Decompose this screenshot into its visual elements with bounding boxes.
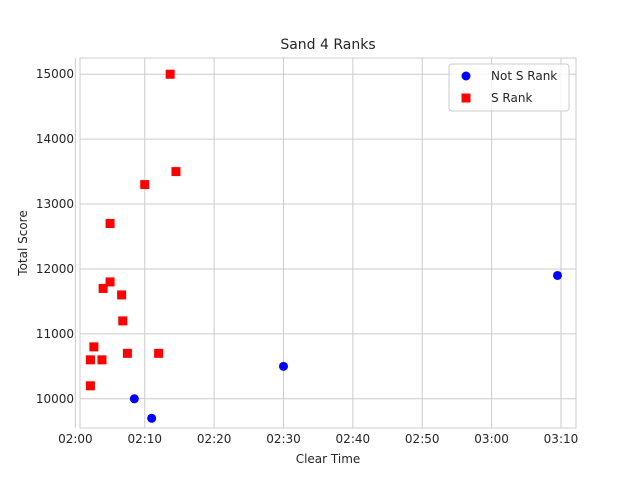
point-not-s-rank [278,361,288,371]
x-tick-label: 02:10 [127,432,162,446]
y-axis-label: Total Score [16,210,30,276]
legend-marker-not-s-rank [461,71,471,81]
x-tick-label: 03:10 [544,432,579,446]
point-s-rank [122,348,132,358]
legend: Not S Rank S Rank [448,63,570,112]
x-tick-label: 02:30 [266,432,301,446]
point-s-rank [140,180,150,190]
x-tick-label: 03:00 [474,432,509,446]
y-tick-label: 15000 [36,67,74,81]
plot-frame [79,57,577,429]
point-s-rank [105,219,115,229]
point-not-s-rank [553,270,563,280]
x-tick-label: 02:20 [197,432,232,446]
y-tick-label: 14000 [36,132,74,146]
point-s-rank [117,290,127,300]
point-not-s-rank [147,413,157,423]
point-s-rank [97,355,107,365]
point-s-rank [85,381,95,391]
y-tick-label: 12000 [36,262,74,276]
point-s-rank [98,283,108,293]
y-tick-labels: 10000 11000 12000 13000 14000 15000 [36,67,74,406]
point-s-rank [105,277,115,287]
legend-label-s-rank: S Rank [491,91,532,105]
y-tick-label: 10000 [36,392,74,406]
point-s-rank [85,355,95,365]
x-tick-label: 02:50 [405,432,440,446]
y-tick-label: 11000 [36,327,74,341]
legend-marker-s-rank [461,93,471,103]
legend-label-not-s-rank: Not S Rank [491,69,557,83]
point-s-rank [154,348,164,358]
y-tick-label: 13000 [36,197,74,211]
x-tick-label: 02:40 [336,432,371,446]
point-s-rank [89,342,99,352]
chart-title: Sand 4 Ranks [280,37,375,53]
point-s-rank [165,69,175,79]
grid [74,58,576,428]
point-not-s-rank [129,394,139,404]
data-points [85,69,563,423]
x-axis-label: Clear Time [296,452,361,466]
point-s-rank [118,316,128,326]
x-tick-labels: 02:00 02:10 02:20 02:30 02:40 02:50 03:00 03:10 [58,432,578,446]
x-tick-label: 02:00 [58,432,93,446]
point-s-rank [171,167,181,177]
legend-box [448,63,570,112]
